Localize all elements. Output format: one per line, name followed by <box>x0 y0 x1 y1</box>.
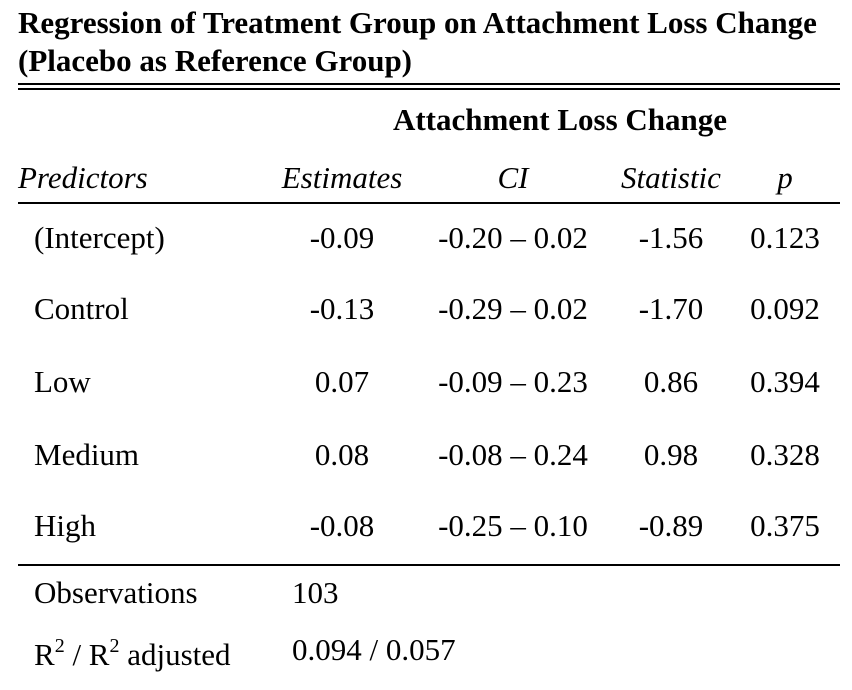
predictor-cell: High <box>34 508 96 543</box>
top-double-rule-lower <box>18 88 840 90</box>
predictor-cell: (Intercept) <box>34 220 165 255</box>
p-value-cell: 0.092 <box>750 291 820 326</box>
ci-cell: -0.25 – 0.10 <box>438 508 588 543</box>
header-rule <box>18 202 840 204</box>
ci-cell: -0.29 – 0.02 <box>438 291 588 326</box>
estimate-cell: -0.13 <box>309 291 375 326</box>
table-title: Regression of Treatment Group on Attachm… <box>18 5 817 78</box>
r2-adjusted-superscript: 2 <box>109 635 120 657</box>
ci-cell: -0.20 – 0.02 <box>438 220 588 255</box>
predictor-cell: Low <box>34 364 91 399</box>
column-header-p: p <box>777 160 793 195</box>
dependent-variable-header: Attachment Loss Change <box>392 102 728 137</box>
statistic-cell: -1.70 <box>638 291 704 326</box>
p-value-cell: 0.328 <box>750 437 820 472</box>
estimate-cell: -0.09 <box>309 220 375 255</box>
column-header-statistic: Statistic <box>621 160 721 195</box>
statistic-cell: -1.56 <box>638 220 704 255</box>
column-header-ci: CI <box>497 160 529 195</box>
body-bottom-rule <box>18 564 840 566</box>
r2-separator: / R <box>64 637 110 672</box>
estimate-cell: 0.07 <box>314 364 370 399</box>
observations-label: Observations <box>34 575 198 610</box>
observations-value: 103 <box>292 575 339 610</box>
estimate-cell: 0.08 <box>314 437 370 472</box>
p-value-cell: 0.375 <box>750 508 820 543</box>
r2-label: R2 / R2 adjusted <box>34 635 231 673</box>
statistic-cell: 0.98 <box>643 437 699 472</box>
predictor-cell: Control <box>34 291 129 326</box>
r2-suffix: adjusted <box>119 637 231 672</box>
p-value-cell: 0.394 <box>750 364 820 399</box>
statistic-cell: -0.89 <box>638 508 704 543</box>
ci-cell: -0.09 – 0.23 <box>438 364 588 399</box>
r2-superscript: 2 <box>54 635 65 657</box>
column-header-estimates: Estimates <box>281 160 403 195</box>
column-header-predictors: Predictors <box>18 160 148 195</box>
r2-value: 0.094 / 0.057 <box>292 632 456 667</box>
statistic-cell: 0.86 <box>643 364 699 399</box>
predictor-cell: Medium <box>34 437 140 472</box>
r2-letter: R <box>34 637 55 672</box>
p-value-cell: 0.123 <box>750 220 820 255</box>
estimate-cell: -0.08 <box>309 508 375 543</box>
top-double-rule-upper <box>18 83 840 85</box>
ci-cell: -0.08 – 0.24 <box>438 437 588 472</box>
